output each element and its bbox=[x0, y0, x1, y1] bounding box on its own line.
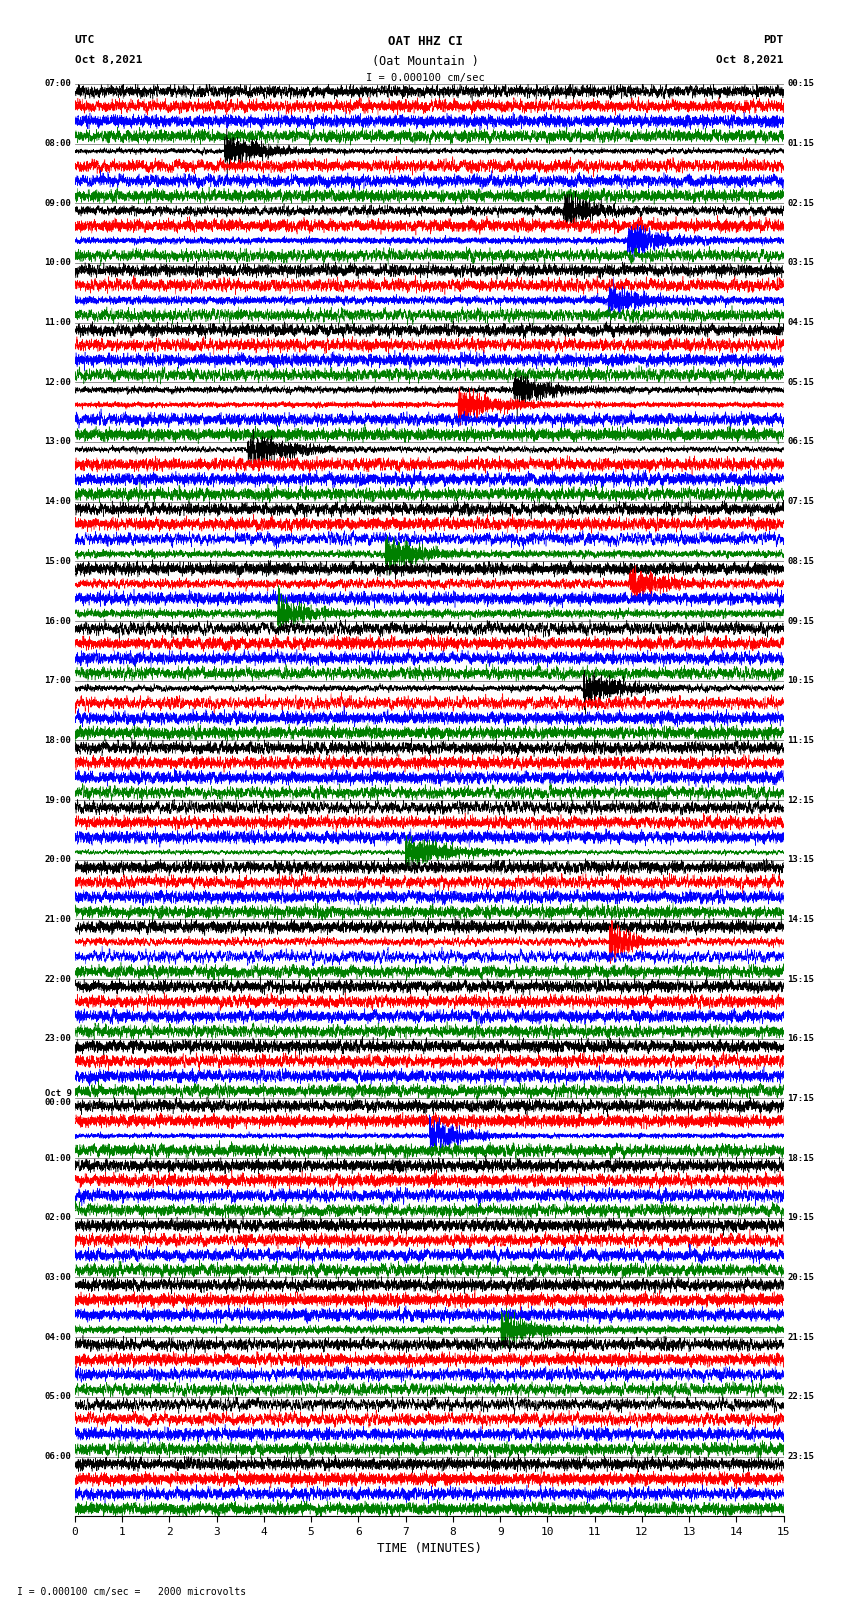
Text: 06:00: 06:00 bbox=[44, 1452, 71, 1461]
Text: 16:00: 16:00 bbox=[44, 616, 71, 626]
Text: 19:00: 19:00 bbox=[44, 795, 71, 805]
Text: 08:15: 08:15 bbox=[787, 556, 814, 566]
Text: 01:15: 01:15 bbox=[787, 139, 814, 148]
Text: 00:15: 00:15 bbox=[787, 79, 814, 89]
Text: 12:00: 12:00 bbox=[44, 377, 71, 387]
Text: 12:15: 12:15 bbox=[787, 795, 814, 805]
Text: 16:15: 16:15 bbox=[787, 1034, 814, 1044]
Text: 10:00: 10:00 bbox=[44, 258, 71, 268]
Text: 14:00: 14:00 bbox=[44, 497, 71, 506]
Text: PDT: PDT bbox=[763, 35, 784, 45]
Text: 22:00: 22:00 bbox=[44, 974, 71, 984]
Text: (Oat Mountain ): (Oat Mountain ) bbox=[371, 55, 479, 68]
Text: 03:15: 03:15 bbox=[787, 258, 814, 268]
Text: 02:00: 02:00 bbox=[44, 1213, 71, 1223]
Text: I = 0.000100 cm/sec =   2000 microvolts: I = 0.000100 cm/sec = 2000 microvolts bbox=[17, 1587, 246, 1597]
Text: 18:15: 18:15 bbox=[787, 1153, 814, 1163]
Text: 14:15: 14:15 bbox=[787, 915, 814, 924]
Text: OAT HHZ CI: OAT HHZ CI bbox=[388, 35, 462, 48]
Text: 07:00: 07:00 bbox=[44, 79, 71, 89]
Text: 23:00: 23:00 bbox=[44, 1034, 71, 1044]
Text: 10:15: 10:15 bbox=[787, 676, 814, 686]
Text: 20:00: 20:00 bbox=[44, 855, 71, 865]
Text: 17:15: 17:15 bbox=[787, 1094, 814, 1103]
Text: UTC: UTC bbox=[75, 35, 95, 45]
X-axis label: TIME (MINUTES): TIME (MINUTES) bbox=[377, 1542, 482, 1555]
Text: 18:00: 18:00 bbox=[44, 736, 71, 745]
Text: 01:00: 01:00 bbox=[44, 1153, 71, 1163]
Text: 09:00: 09:00 bbox=[44, 198, 71, 208]
Text: I = 0.000100 cm/sec: I = 0.000100 cm/sec bbox=[366, 73, 484, 82]
Text: 11:15: 11:15 bbox=[787, 736, 814, 745]
Text: 04:00: 04:00 bbox=[44, 1332, 71, 1342]
Text: 21:15: 21:15 bbox=[787, 1332, 814, 1342]
Text: 15:00: 15:00 bbox=[44, 556, 71, 566]
Text: Oct 8,2021: Oct 8,2021 bbox=[75, 55, 142, 65]
Text: 21:00: 21:00 bbox=[44, 915, 71, 924]
Text: 09:15: 09:15 bbox=[787, 616, 814, 626]
Text: 15:15: 15:15 bbox=[787, 974, 814, 984]
Text: Oct 9
00:00: Oct 9 00:00 bbox=[44, 1089, 71, 1108]
Text: 22:15: 22:15 bbox=[787, 1392, 814, 1402]
Text: 13:00: 13:00 bbox=[44, 437, 71, 447]
Text: 11:00: 11:00 bbox=[44, 318, 71, 327]
Text: 04:15: 04:15 bbox=[787, 318, 814, 327]
Text: 05:15: 05:15 bbox=[787, 377, 814, 387]
Text: 03:00: 03:00 bbox=[44, 1273, 71, 1282]
Text: 08:00: 08:00 bbox=[44, 139, 71, 148]
Text: 06:15: 06:15 bbox=[787, 437, 814, 447]
Text: 17:00: 17:00 bbox=[44, 676, 71, 686]
Text: 20:15: 20:15 bbox=[787, 1273, 814, 1282]
Text: 19:15: 19:15 bbox=[787, 1213, 814, 1223]
Text: 13:15: 13:15 bbox=[787, 855, 814, 865]
Text: 05:00: 05:00 bbox=[44, 1392, 71, 1402]
Text: 23:15: 23:15 bbox=[787, 1452, 814, 1461]
Text: Oct 8,2021: Oct 8,2021 bbox=[717, 55, 784, 65]
Text: 07:15: 07:15 bbox=[787, 497, 814, 506]
Text: 02:15: 02:15 bbox=[787, 198, 814, 208]
